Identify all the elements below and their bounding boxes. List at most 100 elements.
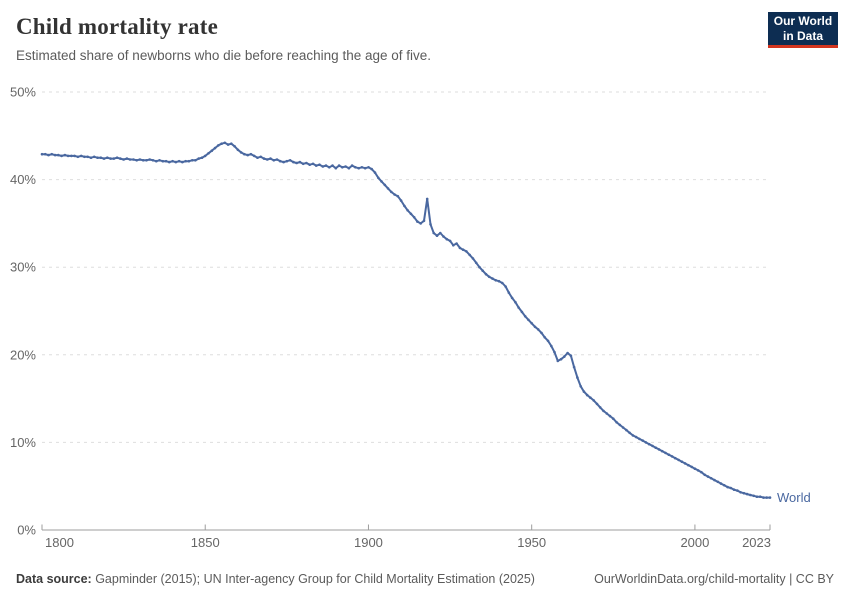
data-point bbox=[128, 158, 132, 161]
chart-footer: Data source: Gapminder (2015); UN Inter-… bbox=[16, 571, 834, 587]
data-point bbox=[696, 469, 700, 472]
data-point bbox=[657, 448, 661, 451]
data-point bbox=[367, 166, 370, 169]
data-point bbox=[680, 460, 684, 464]
data-point bbox=[377, 176, 380, 180]
data-point bbox=[223, 141, 227, 145]
data-point bbox=[556, 359, 560, 363]
data-point bbox=[96, 156, 99, 159]
data-point bbox=[445, 237, 449, 241]
data-point bbox=[546, 339, 550, 343]
data-point bbox=[383, 183, 387, 187]
data-point bbox=[272, 159, 276, 162]
data-point bbox=[478, 265, 481, 269]
data-point bbox=[713, 478, 716, 482]
data-point bbox=[161, 159, 165, 163]
series-end-label: World bbox=[777, 490, 811, 505]
data-point bbox=[530, 322, 533, 325]
data-source-text: Gapminder (2015); UN Inter-agency Group … bbox=[91, 571, 535, 586]
data-point bbox=[63, 153, 67, 157]
data-point bbox=[393, 193, 396, 196]
data-point bbox=[739, 491, 742, 494]
data-point bbox=[716, 480, 720, 484]
data-point bbox=[390, 190, 393, 194]
data-point bbox=[292, 160, 295, 164]
data-point bbox=[589, 396, 592, 400]
data-point bbox=[419, 222, 423, 225]
y-tick-label: 10% bbox=[10, 435, 36, 450]
data-point bbox=[168, 160, 171, 164]
data-point bbox=[726, 485, 729, 489]
data-point bbox=[729, 486, 733, 490]
data-point bbox=[83, 155, 86, 159]
data-point bbox=[66, 154, 70, 158]
data-point bbox=[141, 159, 145, 162]
data-point bbox=[670, 455, 674, 458]
data-point bbox=[217, 144, 220, 147]
data-point bbox=[618, 423, 622, 427]
owid-link[interactable]: OurWorldinData.org/child-mortality bbox=[594, 571, 786, 586]
data-point bbox=[755, 495, 759, 499]
y-tick-label: 40% bbox=[10, 172, 36, 187]
data-point bbox=[592, 399, 595, 402]
data-point bbox=[57, 153, 60, 157]
data-point bbox=[550, 344, 553, 348]
data-point bbox=[314, 164, 318, 167]
owid-logo-line1: Our World bbox=[773, 13, 833, 28]
data-point bbox=[269, 157, 272, 160]
data-point bbox=[543, 336, 546, 339]
data-point bbox=[762, 496, 765, 499]
data-point bbox=[360, 166, 364, 169]
y-tick-label: 0% bbox=[17, 523, 36, 538]
data-point bbox=[474, 261, 478, 265]
data-point bbox=[435, 234, 439, 237]
data-point bbox=[732, 488, 736, 492]
data-point bbox=[301, 162, 305, 166]
data-point bbox=[145, 159, 148, 162]
data-point bbox=[703, 473, 706, 477]
data-point bbox=[135, 159, 138, 162]
data-point bbox=[171, 159, 174, 163]
data-point bbox=[259, 155, 263, 159]
data-point bbox=[612, 417, 615, 421]
data-point bbox=[598, 406, 602, 409]
data-point bbox=[674, 456, 677, 460]
data-point bbox=[504, 285, 507, 288]
data-point bbox=[148, 158, 151, 161]
data-point bbox=[164, 159, 168, 163]
data-point bbox=[461, 248, 465, 251]
owid-logo-line2: in Data bbox=[782, 28, 823, 43]
data-point bbox=[481, 269, 485, 273]
data-point bbox=[275, 158, 279, 161]
data-point bbox=[736, 489, 739, 492]
data-point bbox=[282, 160, 285, 164]
data-point bbox=[484, 272, 488, 276]
data-point bbox=[125, 157, 129, 160]
data-point bbox=[494, 279, 498, 282]
data-line[interactable] bbox=[41, 141, 771, 499]
data-point bbox=[187, 159, 191, 163]
data-point bbox=[412, 216, 416, 219]
data-point bbox=[220, 142, 223, 145]
data-point bbox=[357, 166, 361, 170]
data-point bbox=[347, 166, 351, 170]
data-point bbox=[73, 154, 76, 158]
data-point bbox=[693, 467, 697, 471]
data-source-label: Data source: bbox=[16, 571, 92, 586]
y-tick-label: 20% bbox=[10, 347, 36, 362]
data-point bbox=[683, 462, 687, 465]
data-point bbox=[86, 155, 89, 159]
owid-logo[interactable]: Our World in Data bbox=[768, 12, 838, 48]
data-point bbox=[60, 154, 63, 158]
data-point bbox=[664, 451, 667, 455]
data-point bbox=[520, 310, 524, 314]
data-point bbox=[566, 351, 569, 355]
data-point bbox=[706, 475, 710, 478]
data-point bbox=[177, 159, 181, 163]
data-point bbox=[200, 156, 204, 159]
x-tick-label: 2000 bbox=[680, 535, 709, 550]
data-point bbox=[687, 463, 690, 467]
data-point bbox=[344, 165, 347, 168]
